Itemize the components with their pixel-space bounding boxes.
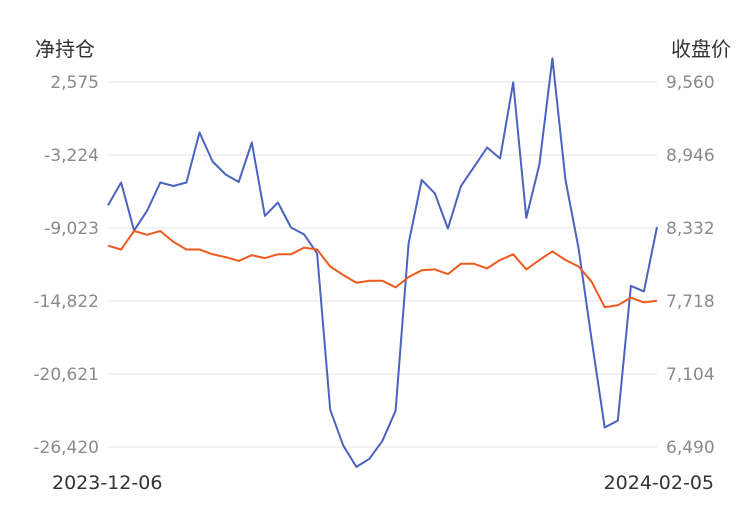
right-tick-label: 6,490 [666,438,715,458]
series-lines [107,57,658,468]
gridlines [108,81,657,448]
right-axis-title: 收盘价 [671,37,731,61]
right-tick-label: 8,946 [666,146,715,166]
left-tick-label: -14,822 [33,292,99,312]
x-start-date-label: 2023-12-06 [52,472,162,494]
right-tick-label: 8,332 [666,219,715,239]
right-axis-ticks: 9,560 8,946 8,332 7,718 7,104 6,490 [666,73,715,458]
right-tick-label: 7,104 [666,365,715,385]
x-end-date-label: 2024-02-05 [604,472,714,494]
left-tick-label: -26,420 [33,438,99,458]
left-tick-label: -9,023 [44,219,99,239]
close-price-series-line [107,230,658,309]
net-position-series-line [107,57,658,468]
left-tick-label: -3,224 [44,146,99,166]
right-tick-label: 9,560 [666,73,715,93]
left-tick-label: -20,621 [33,365,99,385]
right-tick-label: 7,718 [666,292,715,312]
left-axis-title: 净持仓 [35,37,95,61]
left-tick-label: 2,575 [50,73,99,93]
left-axis-ticks: 2,575 -3,224 -9,023 -14,822 -20,621 -26,420 [33,73,99,458]
